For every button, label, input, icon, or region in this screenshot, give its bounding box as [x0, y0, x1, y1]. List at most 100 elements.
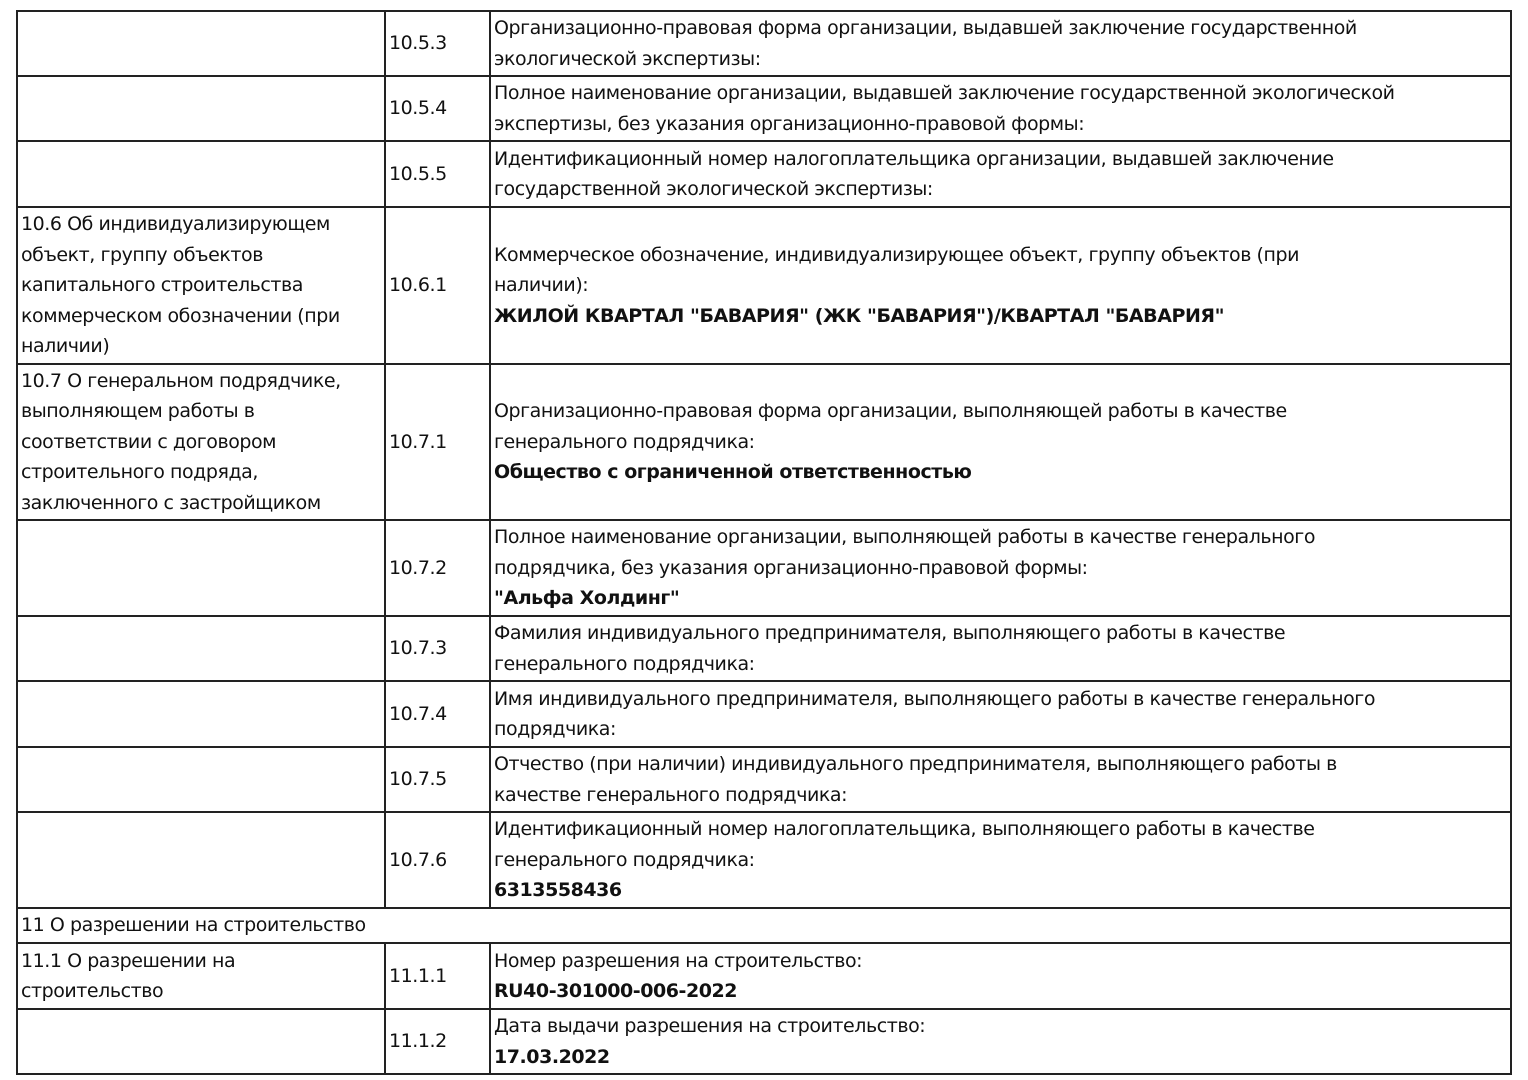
document-table: 10.5.3 Организационно-правовая форма орга… [16, 10, 1512, 1075]
text-line: объект, группу объектов [21, 243, 263, 266]
table-row: 10.7.3 Фамилия индивидуального предприним… [16, 615, 1512, 682]
text-line: генерального подрядчика: [494, 430, 755, 453]
text-line: экспертизы, без указания организационно-… [494, 112, 1085, 135]
table-row: 10.6 Об индивидуализирующем объект, групп… [16, 206, 1512, 365]
text-line: выполняющем работы в [21, 400, 255, 423]
text-line: 10.7 О генеральном подрядчике, [21, 369, 341, 392]
table-row: 10.7.4 Имя индивидуального предпринимател… [16, 680, 1512, 748]
description-cell: Полное наименование организации, выдавше… [489, 75, 1512, 142]
table-row: 10.5.5 Идентификационный номер налогоплат… [16, 140, 1512, 208]
field-code: 10.5.5 [389, 162, 447, 185]
table-row: 10.5.4 Полное наименование организации, в… [16, 75, 1512, 142]
description-cell: Идентификационный номер налогоплательщик… [489, 140, 1512, 208]
text-line: генерального подрядчика: [494, 652, 755, 675]
description-cell: Организационно-правовая форма организаци… [489, 10, 1512, 77]
code-cell: 11.1.2 [384, 1008, 491, 1075]
code-cell: 10.7.3 [384, 615, 491, 682]
section-cell [16, 615, 386, 682]
text-line: Отчество (при наличии) индивидуального п… [494, 753, 1337, 775]
text-line: строительного подряда, [21, 461, 258, 484]
table-row: 10.7.2 Полное наименование организации, в… [16, 519, 1512, 617]
description-cell: Номер разрешения на строительство: RU40-3… [489, 942, 1512, 1010]
code-cell: 10.7.1 [384, 363, 491, 521]
section-cell [16, 811, 386, 909]
table-row: 11.1 О разрешении на строительство 11.1.1 Н… [16, 942, 1512, 1010]
text-line: экологической экспертизы: [494, 47, 761, 70]
section-cell: 10.6 Об индивидуализирующем объект, групп… [16, 206, 386, 365]
text-line: 11.1 О разрешении на [21, 949, 236, 972]
code-cell: 10.7.6 [384, 811, 491, 909]
text-line: Организационно-правовая форма организаци… [494, 17, 1357, 39]
description-cell: Фамилия индивидуального предпринимателя,… [489, 615, 1512, 682]
text-line: Имя индивидуального предпринимателя, вып… [494, 687, 1375, 710]
code-cell: 10.7.2 [384, 519, 491, 617]
text-line: Фамилия индивидуального предпринимателя,… [494, 622, 1286, 644]
text-line: коммерческом обозначении (при [21, 304, 340, 327]
text-line: соответствии с договором [21, 430, 277, 453]
field-value: "Альфа Холдинг" [494, 587, 680, 610]
code-cell: 10.5.5 [384, 140, 491, 208]
text-line: Организационно-правовая форма организаци… [494, 400, 1287, 423]
code-cell: 10.5.4 [384, 75, 491, 142]
section-cell [16, 680, 386, 748]
field-code: 10.7.6 [389, 848, 447, 871]
field-code: 10.5.4 [389, 97, 447, 120]
section-heading: 11 О разрешении на строительство [16, 907, 1512, 944]
section-cell [16, 519, 386, 617]
table-row: 10.7 О генеральном подрядчике, выполняюще… [16, 363, 1512, 521]
text-line: 10.6 Об индивидуализирующем [21, 213, 330, 236]
table-row: 11 О разрешении на строительство [16, 907, 1512, 944]
field-code: 10.6.1 [389, 274, 447, 297]
text-line: подрядчика, без указания организационно-… [494, 556, 1088, 579]
field-code: 10.7.3 [389, 637, 447, 660]
description-cell: Отчество (при наличии) индивидуального п… [489, 746, 1512, 813]
text-line: качестве генерального подрядчика: [494, 783, 848, 806]
field-code: 10.7.2 [389, 556, 447, 579]
description-cell: Коммерческое обозначение, индивидуализир… [489, 206, 1512, 365]
text-line: Идентификационный номер налогоплательщик… [494, 818, 1315, 841]
field-value: 17.03.2022 [494, 1045, 610, 1068]
text-line: Полное наименование организации, выполня… [494, 526, 1315, 549]
text-line: государственной экологической экспертизы… [494, 178, 933, 200]
description-cell: Организационно-правовая форма организаци… [489, 363, 1512, 521]
text-line: наличии): [494, 274, 589, 297]
description-cell: Идентификационный номер налогоплательщик… [489, 811, 1512, 909]
code-cell: 10.7.5 [384, 746, 491, 813]
section-cell [16, 746, 386, 813]
code-cell: 10.5.3 [384, 10, 491, 77]
code-cell: 10.7.4 [384, 680, 491, 748]
section-cell [16, 75, 386, 142]
description-cell: Имя индивидуального предпринимателя, вып… [489, 680, 1512, 748]
section-cell [16, 140, 386, 208]
heading-text: 11 О разрешении на строительство [21, 914, 366, 937]
section-cell [16, 10, 386, 77]
text-line: подрядчика: [494, 718, 616, 740]
text-line: Идентификационный номер налогоплательщик… [494, 147, 1334, 170]
table-row: 11.1.2 Дата выдачи разрешения на строител… [16, 1008, 1512, 1075]
text-line: наличии) [21, 335, 110, 358]
table-row: 10.7.6 Идентификационный номер налогоплат… [16, 811, 1512, 909]
text-line: капитального строительства [21, 274, 303, 297]
section-cell: 11.1 О разрешении на строительство [16, 942, 386, 1010]
text-line: Дата выдачи разрешения на строительство: [494, 1015, 926, 1037]
field-code: 10.7.1 [389, 430, 447, 453]
field-value: Общество с ограниченной ответственностью [494, 461, 972, 484]
description-cell: Дата выдачи разрешения на строительство:… [489, 1008, 1512, 1075]
section-cell: 10.7 О генеральном подрядчике, выполняюще… [16, 363, 386, 521]
field-code: 11.1.2 [389, 1030, 447, 1053]
table-row: 10.7.5 Отчество (при наличии) индивидуаль… [16, 746, 1512, 813]
field-value: 6313558436 [494, 879, 622, 902]
text-line: Номер разрешения на строительство: [494, 949, 863, 972]
field-code: 11.1.1 [389, 964, 447, 987]
field-value: ЖИЛОЙ КВАРТАЛ "БАВАРИЯ" (ЖК "БАВАРИЯ")/К… [494, 304, 1225, 327]
text-line: строительство [21, 980, 164, 1002]
text-line: генерального подрядчика: [494, 848, 755, 871]
description-cell: Полное наименование организации, выполня… [489, 519, 1512, 617]
field-code: 10.7.4 [389, 702, 447, 725]
text-line: заключенного с застройщиком [21, 491, 321, 514]
section-cell [16, 1008, 386, 1075]
field-code: 10.7.5 [389, 768, 447, 791]
field-code: 10.5.3 [389, 32, 447, 55]
code-cell: 11.1.1 [384, 942, 491, 1010]
text-line: Коммерческое обозначение, индивидуализир… [494, 243, 1299, 266]
